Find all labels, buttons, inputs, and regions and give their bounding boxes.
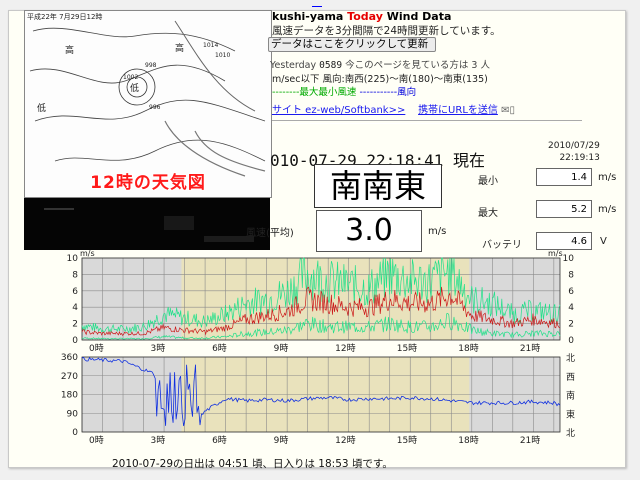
page-subtitle: 風速データを3分間隔で24時間更新しています。 <box>272 25 501 37</box>
weather-map-drawing: 高 低 高 低 1014 1010 1002 996 998 <box>29 20 266 177</box>
y-tick-right-1-0: 10 <box>563 254 575 264</box>
max-label: 最大 <box>478 208 498 219</box>
svg-text:996: 996 <box>149 104 161 111</box>
wind-speed-display: 3.0 <box>316 210 422 252</box>
x-tick-2-6: 18時 <box>458 435 478 446</box>
visitors-text: 今このページを見ている方は 3 人 <box>345 60 490 71</box>
x-tick-2-7: 21時 <box>520 435 540 446</box>
stamp-time: 22:19:13 <box>559 153 600 163</box>
svg-text:1002: 1002 <box>123 74 138 81</box>
min-value: 1.4 <box>536 168 592 186</box>
y-tick-right-1-3: 4 <box>568 303 574 313</box>
x-tick-2-5: 15時 <box>397 435 417 446</box>
links-row: サイト ez-web/Softbank>> 携帯にURLを送信 ✉▯ <box>272 101 515 116</box>
battery-unit: V <box>600 236 607 247</box>
x-tick-1-7: 21時 <box>520 343 540 354</box>
y-tick-right-1-1: 8 <box>568 270 574 280</box>
y-tick-1-3: 4 <box>72 303 78 313</box>
send-url-link[interactable]: 携帯にURLを送信 <box>418 105 498 116</box>
x-tick-1-4: 12時 <box>335 343 355 354</box>
y-tick-right-2-4: 北 <box>566 428 575 439</box>
svg-text:低: 低 <box>37 102 46 114</box>
svg-text:1010: 1010 <box>215 52 230 59</box>
svg-text:1014: 1014 <box>203 42 218 49</box>
legend-range: m/sec以下 風向:南西(225)〜南(180)〜南東(135) <box>272 74 488 85</box>
max-unit: m/s <box>598 204 617 215</box>
svg-text:高: 高 <box>65 44 74 56</box>
divider <box>272 120 582 124</box>
title-today: Today <box>347 10 383 23</box>
y-tick-right-2-3: 東 <box>566 408 575 420</box>
min-label: 最小 <box>478 176 498 187</box>
y-tick-1-5: 0 <box>72 336 78 346</box>
y-tick-1-1: 8 <box>72 270 78 280</box>
x-tick-1-1: 3時 <box>151 343 166 354</box>
avg-speed-line <box>81 286 561 336</box>
direction-line <box>81 356 561 427</box>
x-tick-2-3: 9時 <box>274 435 289 446</box>
mail-icon[interactable]: ✉▯ <box>501 105 515 116</box>
visitors-label: Yesterday <box>270 60 317 71</box>
webcam-image <box>24 198 270 250</box>
min-unit: m/s <box>598 172 617 183</box>
y-tick-2-4: 0 <box>72 428 78 438</box>
speed-label: 風速(平均) <box>246 228 294 239</box>
mobile-site-link[interactable]: サイト ez-web/Softbank>> <box>272 105 406 116</box>
visitor-counter: Yesterday 0589 今このページを見ている方は 3 人 <box>270 57 490 71</box>
x-tick-2-1: 3時 <box>151 435 166 446</box>
svg-text:高: 高 <box>175 42 184 54</box>
y-tick-2-2: 180 <box>61 391 78 401</box>
header: kushi-yama Today Wind Data 風速データを3分間隔で24… <box>272 10 501 38</box>
y-tick-right-2-0: 北 <box>566 353 575 364</box>
max-speed-line <box>81 257 561 334</box>
x-tick-1-0: 0時 <box>89 343 104 354</box>
title-suffix: Wind Data <box>382 10 452 23</box>
y-tick-right-1-5: 0 <box>568 336 574 346</box>
y-tick-1-2: 6 <box>72 287 78 297</box>
x-tick-1-2: 6時 <box>212 343 227 354</box>
wind-direction-display: 南南東 <box>314 164 442 208</box>
visitors-count: 0589 <box>319 60 343 71</box>
plot-frame-2 <box>81 356 561 433</box>
speed-unit: m/s <box>428 226 447 237</box>
refresh-button[interactable]: データはここをクリックして更新 <box>268 37 436 52</box>
legend-direction: -----------風向 <box>359 87 417 98</box>
y-tick-right-2-2: 南 <box>566 390 575 402</box>
plot-frame-1 <box>81 257 561 341</box>
y-axis-label-right: m/s <box>548 249 563 258</box>
battery-value: 4.6 <box>536 232 592 250</box>
update-stamp: 2010/07/29 22:19:13 <box>548 140 600 164</box>
top-link[interactable] <box>312 0 322 7</box>
x-tick-1-5: 15時 <box>397 343 417 354</box>
y-tick-1-0: 10 <box>67 254 79 264</box>
x-tick-2-0: 0時 <box>89 435 104 446</box>
y-axis-label-left: m/s <box>80 249 95 258</box>
min-speed-line <box>81 312 561 340</box>
page-title: kushi-yama Today Wind Data <box>272 10 501 24</box>
x-tick-1-6: 18時 <box>458 343 478 354</box>
legend-max-min: --------最大最小風速 <box>272 87 357 98</box>
x-tick-1-3: 9時 <box>274 343 289 354</box>
y-tick-2-3: 90 <box>67 409 79 419</box>
y-tick-right-1-2: 6 <box>568 287 574 297</box>
title-prefix: kushi-yama <box>272 10 348 23</box>
y-tick-right-2-1: 西 <box>566 372 575 383</box>
svg-text:998: 998 <box>145 62 157 69</box>
weather-map[interactable]: 高 低 高 低 1014 1010 1002 996 998 平成22年 7月2… <box>24 10 272 198</box>
x-tick-2-2: 6時 <box>212 435 227 446</box>
y-tick-2-0: 360 <box>61 353 78 363</box>
y-tick-right-1-4: 2 <box>568 320 574 330</box>
battery-label: バッテリ <box>482 240 522 251</box>
svg-text:低: 低 <box>130 82 139 94</box>
y-tick-2-1: 270 <box>61 372 78 382</box>
stamp-date: 2010/07/29 <box>548 141 600 151</box>
legend-lines: --------最大最小風速 -----------風向 <box>272 84 416 98</box>
x-tick-2-4: 12時 <box>335 435 355 446</box>
max-value: 5.2 <box>536 200 592 218</box>
weather-map-header: 平成22年 7月29日12時 <box>27 13 103 21</box>
sunrise-sunset-text: 2010-07-29の日出は 04:51 頃、日入りは 18:53 頃です。 <box>112 458 393 470</box>
y-tick-1-4: 2 <box>72 320 78 330</box>
weather-map-caption: 12時の天気図 <box>90 173 206 193</box>
